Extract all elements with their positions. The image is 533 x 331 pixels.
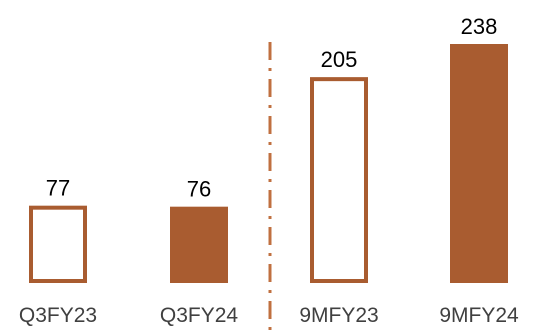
value-label: 77 [46, 176, 70, 201]
category-labels-group: Q3FY23 Q3FY24 9MFY23 9MFY24 [19, 304, 519, 327]
value-label: 205 [321, 47, 358, 72]
bar-q3fy24 [170, 206, 228, 283]
bar-9mfy24 [450, 44, 508, 283]
category-label: Q3FY23 [19, 304, 97, 327]
bars-group [29, 44, 508, 283]
value-labels-group: 77 76 205 238 [46, 14, 498, 202]
category-label: 9MFY23 [299, 304, 378, 327]
category-label: 9MFY24 [439, 304, 519, 327]
category-label: Q3FY24 [160, 304, 239, 327]
value-label: 76 [187, 177, 211, 202]
bar-q3fy23 [29, 205, 87, 283]
bar-9mfy23 [310, 77, 368, 283]
value-label: 238 [461, 14, 498, 39]
